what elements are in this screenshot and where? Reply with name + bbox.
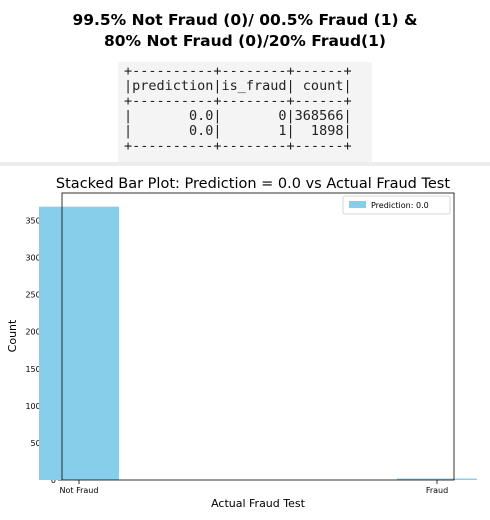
x-axis-label: Actual Fraud Test — [211, 497, 306, 510]
plot-frame — [61, 192, 455, 481]
x-axis-ticks: Not Fraud Fraud — [60, 480, 448, 495]
y-tick-label: 0 — [51, 476, 56, 485]
legend-box — [342, 195, 451, 215]
table-border-top: +----------+--------+------+ — [124, 63, 352, 79]
x-tick-label: Not Fraud — [60, 486, 99, 495]
legend-swatch — [349, 201, 366, 208]
table-header-row: |prediction|is_fraud| count| — [124, 78, 352, 94]
bar-fraud — [397, 478, 477, 480]
section-divider — [0, 162, 490, 166]
table-border-bottom: +----------+--------+------+ — [124, 138, 352, 154]
heading-line-2: 80% Not Fraud (0)/20% Fraud(1) — [103, 32, 387, 50]
legend: Prediction: 0.0 — [342, 195, 451, 215]
legend-label: Prediction: 0.0 — [371, 201, 429, 210]
table-border-mid: +----------+--------+------+ — [124, 93, 352, 109]
chart-title: Stacked Bar Plot: Prediction = 0.0 vs Ac… — [56, 176, 450, 192]
table-row: | 0.0| 0|368566| — [124, 108, 352, 124]
stacked-bar-chart: Stacked Bar Plot: Prediction = 0.0 vs Ac… — [6, 176, 477, 510]
x-tick-label: Fraud — [426, 486, 448, 495]
console-output-table: +----------+--------+------+ |prediction… — [118, 62, 372, 162]
bar-not-fraud — [39, 206, 119, 480]
table-row: | 0.0| 1| 1898| — [124, 123, 352, 139]
bars — [39, 206, 477, 480]
y-axis-label: Count — [6, 319, 19, 352]
heading-line-1: 99.5% Not Fraud (0)/ 00.5% Fraud (1) & — [72, 11, 418, 29]
